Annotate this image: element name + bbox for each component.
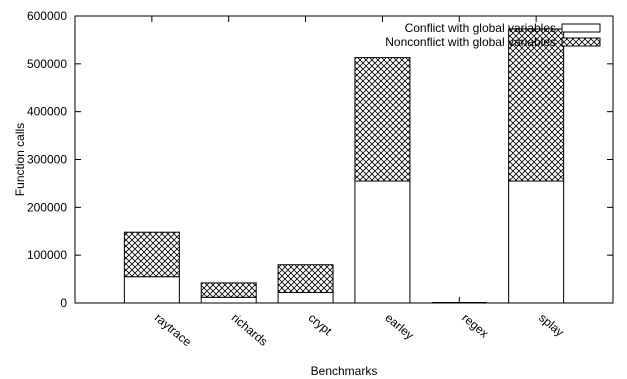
- legend: Conflict with global variablesNonconflic…: [385, 21, 601, 49]
- plot-frame: [74, 15, 614, 304]
- bar-segment-earley-nonconflict: [354, 57, 411, 182]
- x-tick-label: splay: [536, 311, 566, 340]
- x-axis-title: Benchmarks: [311, 364, 378, 378]
- bars: [123, 28, 565, 304]
- bar-segment-crypt-conflict: [277, 291, 334, 304]
- legend-label: Conflict with global variables: [405, 21, 556, 35]
- bar-segment-richards-nonconflict: [200, 282, 257, 298]
- bar-segment-splay-conflict: [508, 180, 565, 304]
- x-tick-label: raytrace: [152, 311, 194, 350]
- x-tick-label: crypt: [306, 311, 335, 339]
- legend-label: Nonconflict with global variables: [385, 35, 556, 49]
- bar-segment-richards-conflict: [200, 296, 257, 304]
- bar-segment-raytrace-nonconflict: [123, 231, 180, 278]
- y-tick-label: 200000: [27, 200, 67, 214]
- y-tick-label: 0: [60, 296, 67, 310]
- bar-segment-crypt-nonconflict: [277, 264, 334, 293]
- y-axis-ticks: 0 100000 200000 300000 400000 500000 600000: [27, 9, 613, 310]
- bar-segment-splay-nonconflict: [508, 28, 565, 182]
- x-tick-label: regex: [459, 311, 491, 341]
- y-tick-label: 500000: [27, 57, 67, 71]
- y-tick-label: 300000: [27, 153, 67, 167]
- x-tick-label: richards: [229, 311, 271, 349]
- bar-segment-earley-conflict: [354, 180, 411, 304]
- x-tick-label: earley: [383, 311, 417, 343]
- legend-swatch: [561, 37, 601, 47]
- y-axis-title: Function calls: [13, 123, 27, 196]
- y-tick-label: 400000: [27, 105, 67, 119]
- y-tick-label: 100000: [27, 248, 67, 262]
- y-tick-label: 600000: [27, 9, 67, 23]
- bar-segment-raytrace-conflict: [123, 276, 180, 304]
- legend-swatch: [561, 23, 601, 33]
